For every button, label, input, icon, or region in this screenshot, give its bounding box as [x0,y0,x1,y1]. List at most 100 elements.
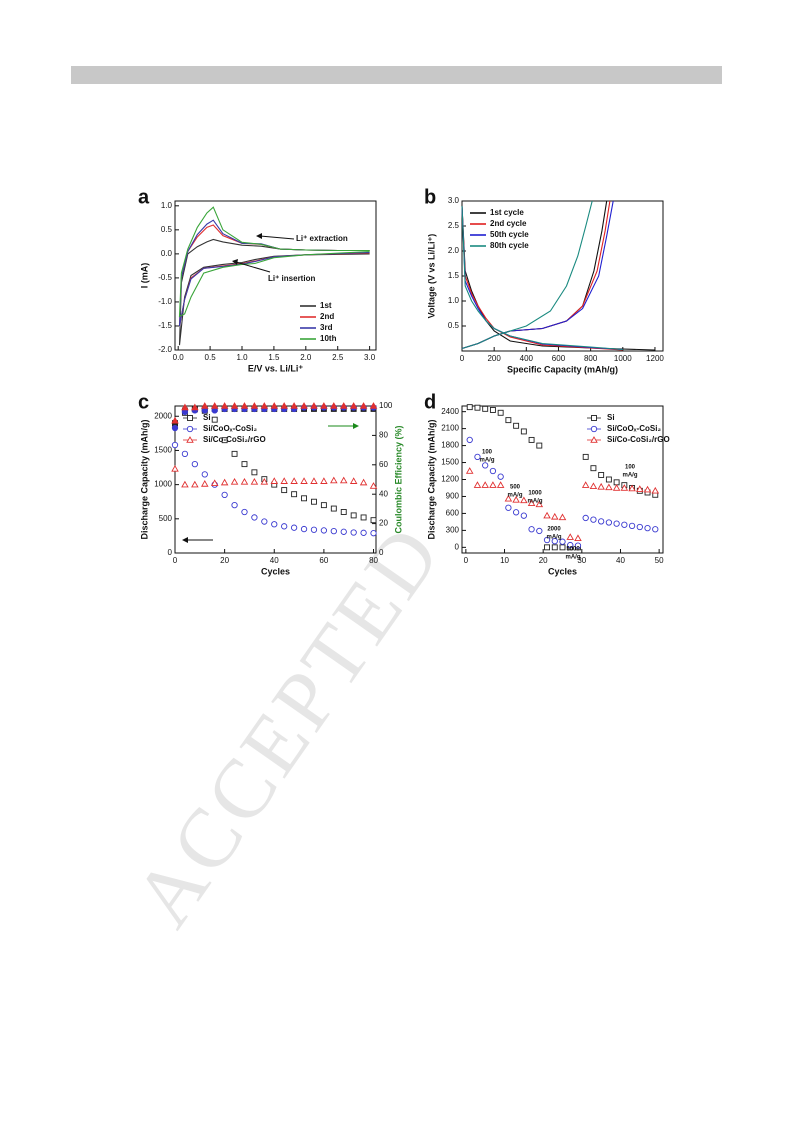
data-marker [567,541,574,549]
data-marker [221,437,228,444]
data-marker [340,509,347,515]
data-marker [489,407,496,413]
data-marker [360,514,367,521]
data-marker [271,521,278,528]
data-marker [482,462,489,469]
y-tick-label: 500 [159,514,173,523]
data-marker [359,478,368,486]
y-tick-label: 0.0 [161,249,173,258]
data-marker [636,485,644,492]
y-tick-label: 0.5 [448,321,460,330]
x-tick-label: 0.5 [205,353,217,362]
panel-label: d [424,391,436,413]
data-marker [550,512,559,520]
y-tick-label: 1.5 [448,271,460,280]
efficiency-marker [181,403,189,411]
y-axis-label: Discharge Capacity (mAh/g) [139,419,149,539]
arrow [259,235,295,240]
legend-label: Si/Co-CoSi₂/rGO [203,435,266,444]
data-marker [241,461,248,468]
data-marker [481,481,489,488]
x-tick-label: 3.0 [364,353,376,362]
x-tick-label: 40 [616,556,625,565]
y2-tick-label: 80 [379,431,388,440]
y-tick-label: 1500 [441,458,459,467]
y-tick-label: 0.5 [161,225,173,234]
data-marker [290,477,298,484]
data-marker [181,450,189,458]
data-marker [270,477,279,484]
y-tick-label: 2400 [441,407,459,416]
legend-label: Si/CoOₓ-CoSi₂ [607,424,661,433]
data-marker [339,476,348,484]
annotation: mA/g [528,499,543,505]
x-tick-label: 30 [577,556,586,565]
x-tick-label: 200 [487,354,501,363]
efficiency-marker [260,402,269,409]
data-marker [535,500,544,508]
efficiency-marker [300,402,308,409]
efficiency-marker [320,402,328,409]
data-marker [300,477,308,484]
efficiency-marker [330,402,338,409]
y-axis-label: Discharge Capacity (mAh/g) [426,419,436,539]
data-marker [566,533,575,540]
legend-marker [591,415,597,421]
data-marker [350,512,357,519]
legend-label: Si [607,413,615,422]
x-tick-label: 0 [460,354,465,363]
data-marker [251,514,258,521]
efficiency-marker [230,402,239,409]
x-tick-label: 0 [464,556,469,565]
data-marker [574,534,582,542]
data-marker [536,442,543,449]
efficiency-marker [191,403,199,411]
data-marker [310,477,318,484]
data-marker [340,528,347,535]
data-line [461,200,623,351]
efficiency-marker [290,402,298,409]
y-tick-label: 0 [168,548,173,557]
data-marker [558,513,567,521]
data-marker [520,428,527,435]
y-tick-label: 0 [455,542,460,551]
data-marker [582,453,589,460]
legend-marker [590,436,598,443]
data-marker [489,481,497,488]
x-tick-label: 40 [270,556,279,565]
data-marker [241,508,248,516]
data-marker [310,526,318,533]
legend-marker [187,415,193,421]
efficiency-marker [349,402,358,409]
data-marker [261,518,268,525]
data-marker [171,441,179,449]
data-line [178,206,370,318]
data-marker [231,450,238,457]
data-marker [349,477,358,484]
data-marker [474,404,481,411]
y2-tick-label: 60 [379,460,388,469]
data-marker [597,482,605,490]
data-marker [465,467,474,474]
data-marker [559,544,566,551]
x-tick-label: 50 [655,556,664,565]
annotation: mA/g [623,473,638,479]
annotation: Li⁺ insertion [268,274,315,283]
data-marker [651,486,660,494]
data-marker [628,522,636,530]
arrowhead [232,259,238,265]
data-marker [171,464,179,472]
data-marker [369,482,378,489]
data-marker [598,518,605,525]
data-marker [320,527,328,534]
legend-label: 2nd [320,312,334,321]
efficiency-marker [250,402,259,409]
x-tick-label: 60 [319,556,328,565]
data-marker [544,544,550,551]
data-marker [496,481,505,488]
data-marker [612,484,621,491]
header-bar [71,66,722,84]
y2-tick-label: 100 [379,401,393,410]
